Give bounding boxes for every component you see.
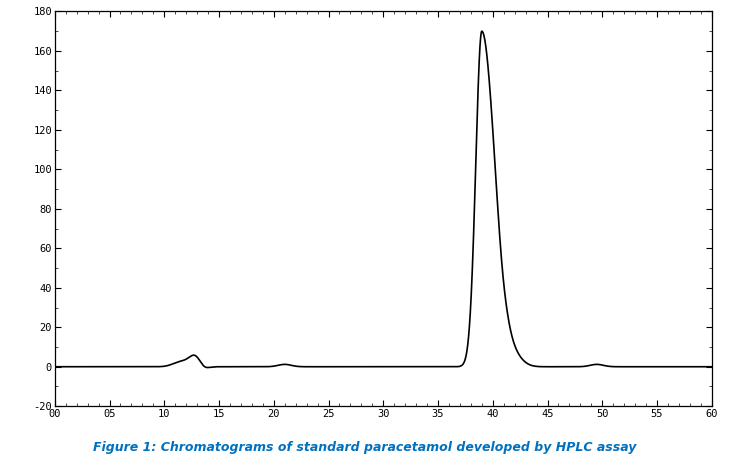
Text: Figure 1: Chromatograms of standard paracetamol developed by HPLC assay: Figure 1: Chromatograms of standard para… — [93, 442, 637, 454]
